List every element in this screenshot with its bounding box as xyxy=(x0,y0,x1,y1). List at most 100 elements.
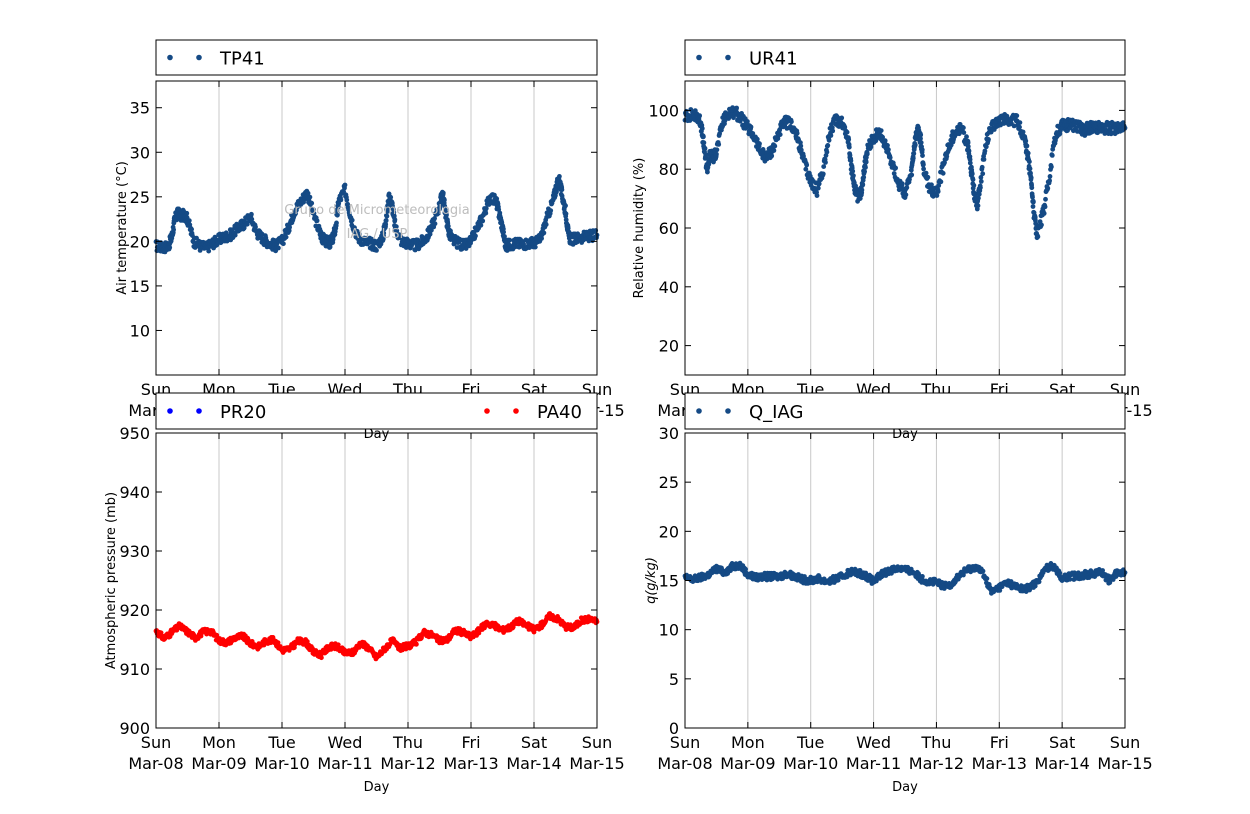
x-tick-day-label: Sat xyxy=(521,733,547,752)
data-point xyxy=(1042,204,1048,210)
data-point xyxy=(1029,185,1035,191)
x-tick-day-label: Sun xyxy=(670,733,700,752)
y-tick-label: 40 xyxy=(659,278,679,297)
data-point xyxy=(480,218,486,224)
data-point xyxy=(1014,113,1020,119)
data-point xyxy=(910,155,916,161)
data-point xyxy=(714,147,720,153)
data-point xyxy=(697,113,702,118)
data-point xyxy=(392,217,398,223)
data-point xyxy=(961,125,966,131)
x-tick-day-label: Mon xyxy=(202,733,236,752)
data-point xyxy=(981,157,987,162)
data-point xyxy=(984,576,990,581)
data-point xyxy=(383,221,389,227)
data-point xyxy=(918,132,924,138)
y-tick-label: 15 xyxy=(130,277,150,296)
x-tick-day-label: Fri xyxy=(990,733,1009,752)
y-tick-label: 10 xyxy=(130,321,150,340)
y-axis-label: Air temperature (°C) xyxy=(115,161,130,295)
data-point xyxy=(909,172,915,178)
y-tick-label: 100 xyxy=(648,101,679,120)
data-point xyxy=(794,130,800,136)
data-point xyxy=(440,190,446,196)
data-point xyxy=(336,201,342,206)
data-point xyxy=(980,171,986,177)
data-point xyxy=(473,233,478,239)
data-point xyxy=(1017,124,1022,130)
data-point xyxy=(393,224,399,230)
data-point xyxy=(171,227,177,233)
chart-panel-3: 900910920930940950SunMar-08MonMar-09TueM… xyxy=(104,392,625,795)
y-tick-label: 910 xyxy=(119,660,150,679)
data-point xyxy=(893,165,898,171)
data-point xyxy=(283,234,289,240)
data-point xyxy=(878,128,884,134)
data-point xyxy=(821,164,827,170)
legend-marker xyxy=(167,54,173,61)
x-tick-date-label: Mar-14 xyxy=(506,754,561,773)
series-ur41 xyxy=(682,105,1128,241)
data-point xyxy=(978,179,984,184)
x-tick-date-label: Mar-11 xyxy=(317,754,372,773)
y-tick-label: 25 xyxy=(659,473,679,492)
data-point xyxy=(899,181,905,187)
watermark-text: Grupo de Micrometeorologia xyxy=(284,203,470,218)
data-point xyxy=(887,155,893,161)
legend-marker xyxy=(725,408,731,414)
data-point xyxy=(828,133,834,138)
data-point xyxy=(844,129,850,135)
data-point xyxy=(586,238,592,244)
data-point xyxy=(319,655,324,661)
data-point xyxy=(961,130,967,136)
x-tick-day-label: Sun xyxy=(141,733,171,752)
data-point xyxy=(384,213,390,219)
data-point xyxy=(1023,138,1029,144)
data-point xyxy=(563,211,569,217)
x-tick-day-label: Wed xyxy=(856,733,891,752)
data-point xyxy=(980,568,986,574)
data-point xyxy=(1045,185,1051,191)
data-point xyxy=(864,151,870,157)
data-point xyxy=(442,203,448,209)
data-point xyxy=(824,149,830,155)
series-pa40 xyxy=(153,611,600,662)
data-point xyxy=(1057,570,1063,576)
data-point xyxy=(432,221,438,227)
chart-panel-4: 051015202530SunMar-08MonMar-09TueMar-10W… xyxy=(644,392,1153,795)
chart-panel-2: 20406080100SunMar-08MonMar-09TueMar-10We… xyxy=(632,39,1153,442)
data-point xyxy=(541,230,547,236)
y-tick-label: 20 xyxy=(130,232,150,251)
data-point xyxy=(543,222,549,228)
y-axis-label: Atmospheric pressure (mb) xyxy=(104,492,119,669)
data-point xyxy=(241,225,247,231)
x-tick-day-label: Thu xyxy=(920,733,951,752)
legend-label: PR20 xyxy=(220,402,266,423)
data-point xyxy=(507,237,513,243)
data-point xyxy=(539,236,544,241)
data-point xyxy=(478,222,484,228)
y-tick-label: 5 xyxy=(669,670,679,689)
y-tick-label: 920 xyxy=(119,601,150,620)
x-axis-label: Day xyxy=(892,780,918,795)
data-point xyxy=(1025,150,1031,156)
data-point xyxy=(186,218,192,224)
data-point xyxy=(483,210,489,216)
data-point xyxy=(1047,174,1053,179)
x-tick-date-label: Mar-13 xyxy=(972,754,1027,773)
data-point xyxy=(483,206,489,211)
data-point xyxy=(349,217,355,223)
data-point xyxy=(823,160,828,165)
legend-label: TP41 xyxy=(219,49,265,70)
data-point xyxy=(777,132,783,138)
x-tick-date-label: Mar-11 xyxy=(846,754,901,773)
data-point xyxy=(1027,159,1032,165)
data-point xyxy=(940,170,946,176)
data-point xyxy=(912,142,918,148)
data-point xyxy=(846,137,852,142)
data-point xyxy=(427,231,433,237)
legend-marker xyxy=(513,408,519,414)
legend-marker xyxy=(196,408,202,414)
data-point xyxy=(859,187,865,193)
data-point xyxy=(702,145,708,151)
